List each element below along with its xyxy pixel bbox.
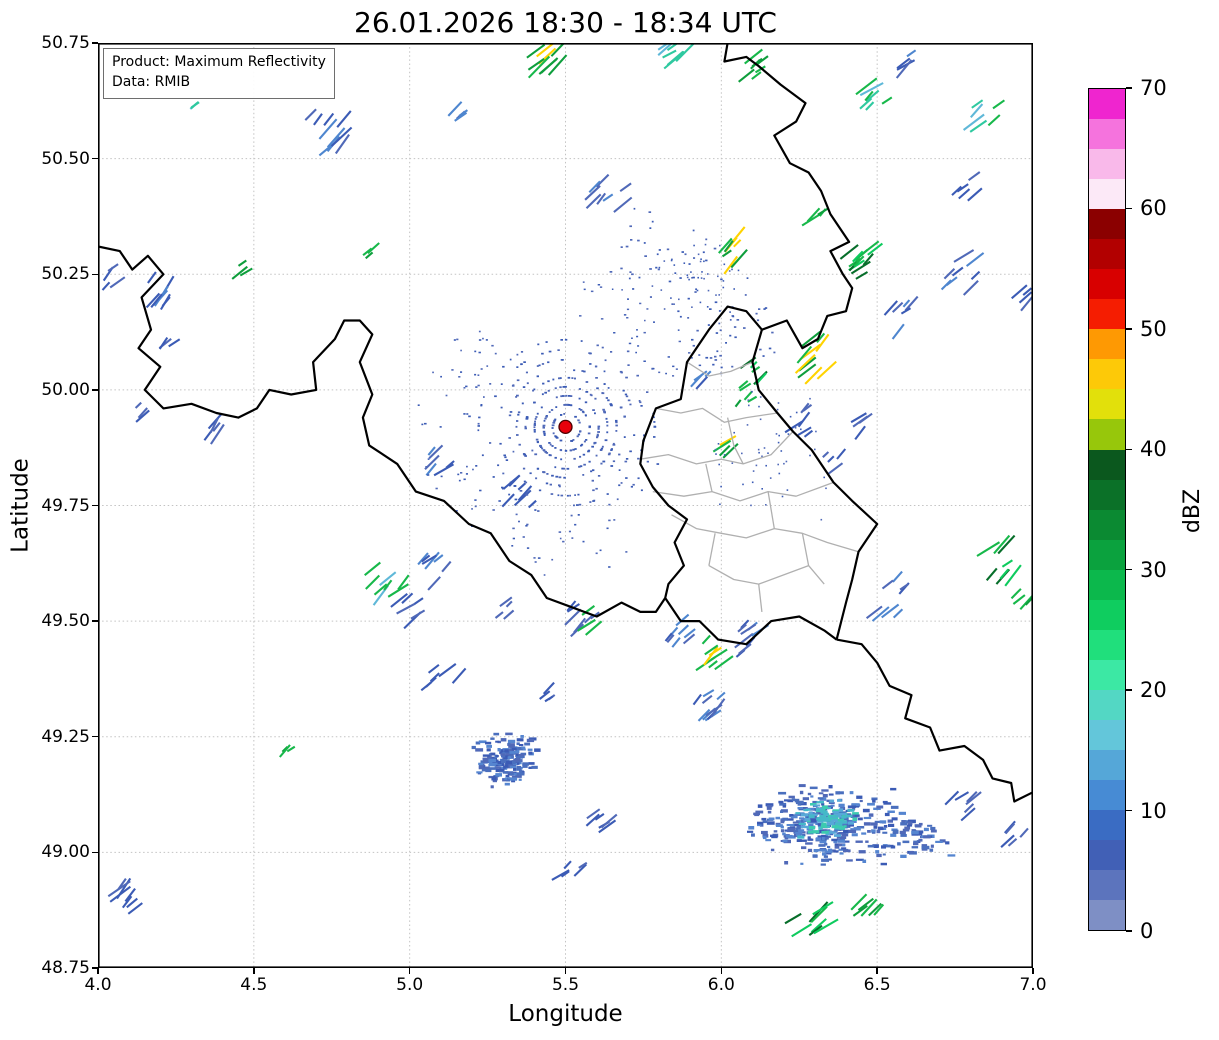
colorbar-tick-label: 30 (1140, 557, 1167, 582)
colorbar-band (1089, 809, 1125, 840)
y-axis-tick (92, 620, 98, 622)
canton-borders (640, 361, 859, 612)
colorbar-band (1089, 509, 1125, 540)
x-tick-label: 5.5 (551, 975, 580, 995)
colorbar-band (1089, 869, 1125, 900)
colorbar-band (1089, 209, 1125, 240)
x-axis-tick (408, 968, 411, 974)
colorbar-label: dBZ (1180, 488, 1205, 534)
colorbar-band (1089, 779, 1125, 810)
colorbar-tick (1126, 328, 1132, 330)
radar-echoes (101, 43, 1033, 938)
colorbar-tick-label: 50 (1140, 316, 1167, 341)
colorbar-tick-label: 20 (1140, 678, 1167, 703)
y-tick-label: 50.50 (41, 148, 90, 169)
colorbar-band (1089, 389, 1125, 420)
colorbar-band (1089, 329, 1125, 360)
gridlines (98, 43, 1033, 968)
data-source-line: Data: RMIB (112, 74, 191, 91)
y-axis-tick (92, 157, 98, 160)
colorbar-tick-label: 60 (1140, 196, 1167, 221)
country-borders (98, 43, 1033, 803)
y-axis-tick (92, 504, 98, 507)
x-axis-label: Longitude (508, 1001, 623, 1027)
y-tick-label: 49.25 (41, 726, 90, 747)
colorbar-band (1089, 629, 1125, 660)
y-tick-label: 50.00 (41, 379, 90, 400)
x-tick-label: 4.5 (240, 975, 268, 995)
figure-title: 26.01.2026 18:30 - 18:34 UTC (354, 6, 777, 39)
colorbar-tick (1126, 689, 1132, 691)
colorbar-band (1089, 719, 1125, 750)
colorbar-tick-label: 40 (1140, 437, 1167, 462)
colorbar-tick (1126, 930, 1132, 932)
colorbar-band (1089, 149, 1125, 180)
colorbar-band (1089, 899, 1125, 930)
y-tick-label: 49.00 (41, 842, 90, 863)
x-tick-label: 6.0 (707, 975, 735, 995)
x-axis-tick (720, 968, 723, 974)
x-tick-label: 7.0 (1019, 975, 1047, 995)
y-axis-tick (92, 851, 98, 854)
colorbar-tick (1126, 87, 1132, 89)
colorbar-band (1089, 119, 1125, 150)
colorbar-band (1089, 449, 1125, 480)
colorbar-tick (1126, 207, 1132, 210)
colorbar-band (1089, 569, 1125, 600)
colorbar-band (1089, 239, 1125, 270)
colorbar-tick (1126, 448, 1132, 450)
x-axis-tick (564, 968, 567, 974)
y-tick-label: 48.75 (41, 958, 90, 978)
x-axis-tick (97, 968, 99, 974)
x-tick-label: 5.0 (396, 975, 424, 995)
colorbar-band (1089, 749, 1125, 780)
colorbar-tick (1126, 569, 1132, 571)
y-axis-tick (92, 967, 98, 969)
colorbar-band (1089, 179, 1125, 210)
x-axis-tick (876, 968, 878, 974)
y-tick-label: 50.75 (41, 33, 90, 53)
colorbar-band (1089, 419, 1125, 450)
x-axis-tick (1032, 968, 1034, 974)
colorbar-tick-label: 0 (1140, 919, 1154, 943)
colorbar-band (1089, 689, 1125, 720)
colorbar-band (1089, 599, 1125, 630)
product-info-line: Product: Maximum Reflectivity (112, 54, 326, 70)
colorbar-band (1089, 359, 1125, 390)
colorbar-band (1089, 269, 1125, 300)
y-tick-label: 49.75 (41, 495, 90, 516)
x-axis-tick (253, 968, 255, 974)
y-axis-tick (92, 736, 98, 738)
colorbar-band (1089, 839, 1125, 870)
product-info-box: Product: Maximum Reflectivity Data: RMIB (103, 48, 335, 99)
x-tick-label: 6.5 (863, 975, 891, 995)
colorbar-band (1089, 539, 1125, 570)
colorbar (1088, 88, 1126, 931)
y-tick-label: 49.50 (41, 611, 90, 632)
y-axis-tick (92, 42, 98, 44)
plot-frame (98, 43, 1033, 968)
colorbar-tick (1126, 809, 1132, 812)
y-axis-tick (92, 389, 98, 391)
radar-site-marker (558, 419, 573, 435)
colorbar-band (1089, 479, 1125, 510)
radar-map-canvas (98, 43, 1033, 968)
colorbar-band (1089, 89, 1125, 120)
y-tick-label: 50.25 (41, 264, 90, 285)
colorbar-band (1089, 299, 1125, 330)
colorbar-tick-label: 10 (1140, 798, 1167, 823)
colorbar-band (1089, 659, 1125, 690)
y-axis-tick (92, 273, 98, 275)
colorbar-tick-label: 70 (1140, 76, 1167, 100)
x-tick-label: 4.0 (84, 975, 112, 995)
